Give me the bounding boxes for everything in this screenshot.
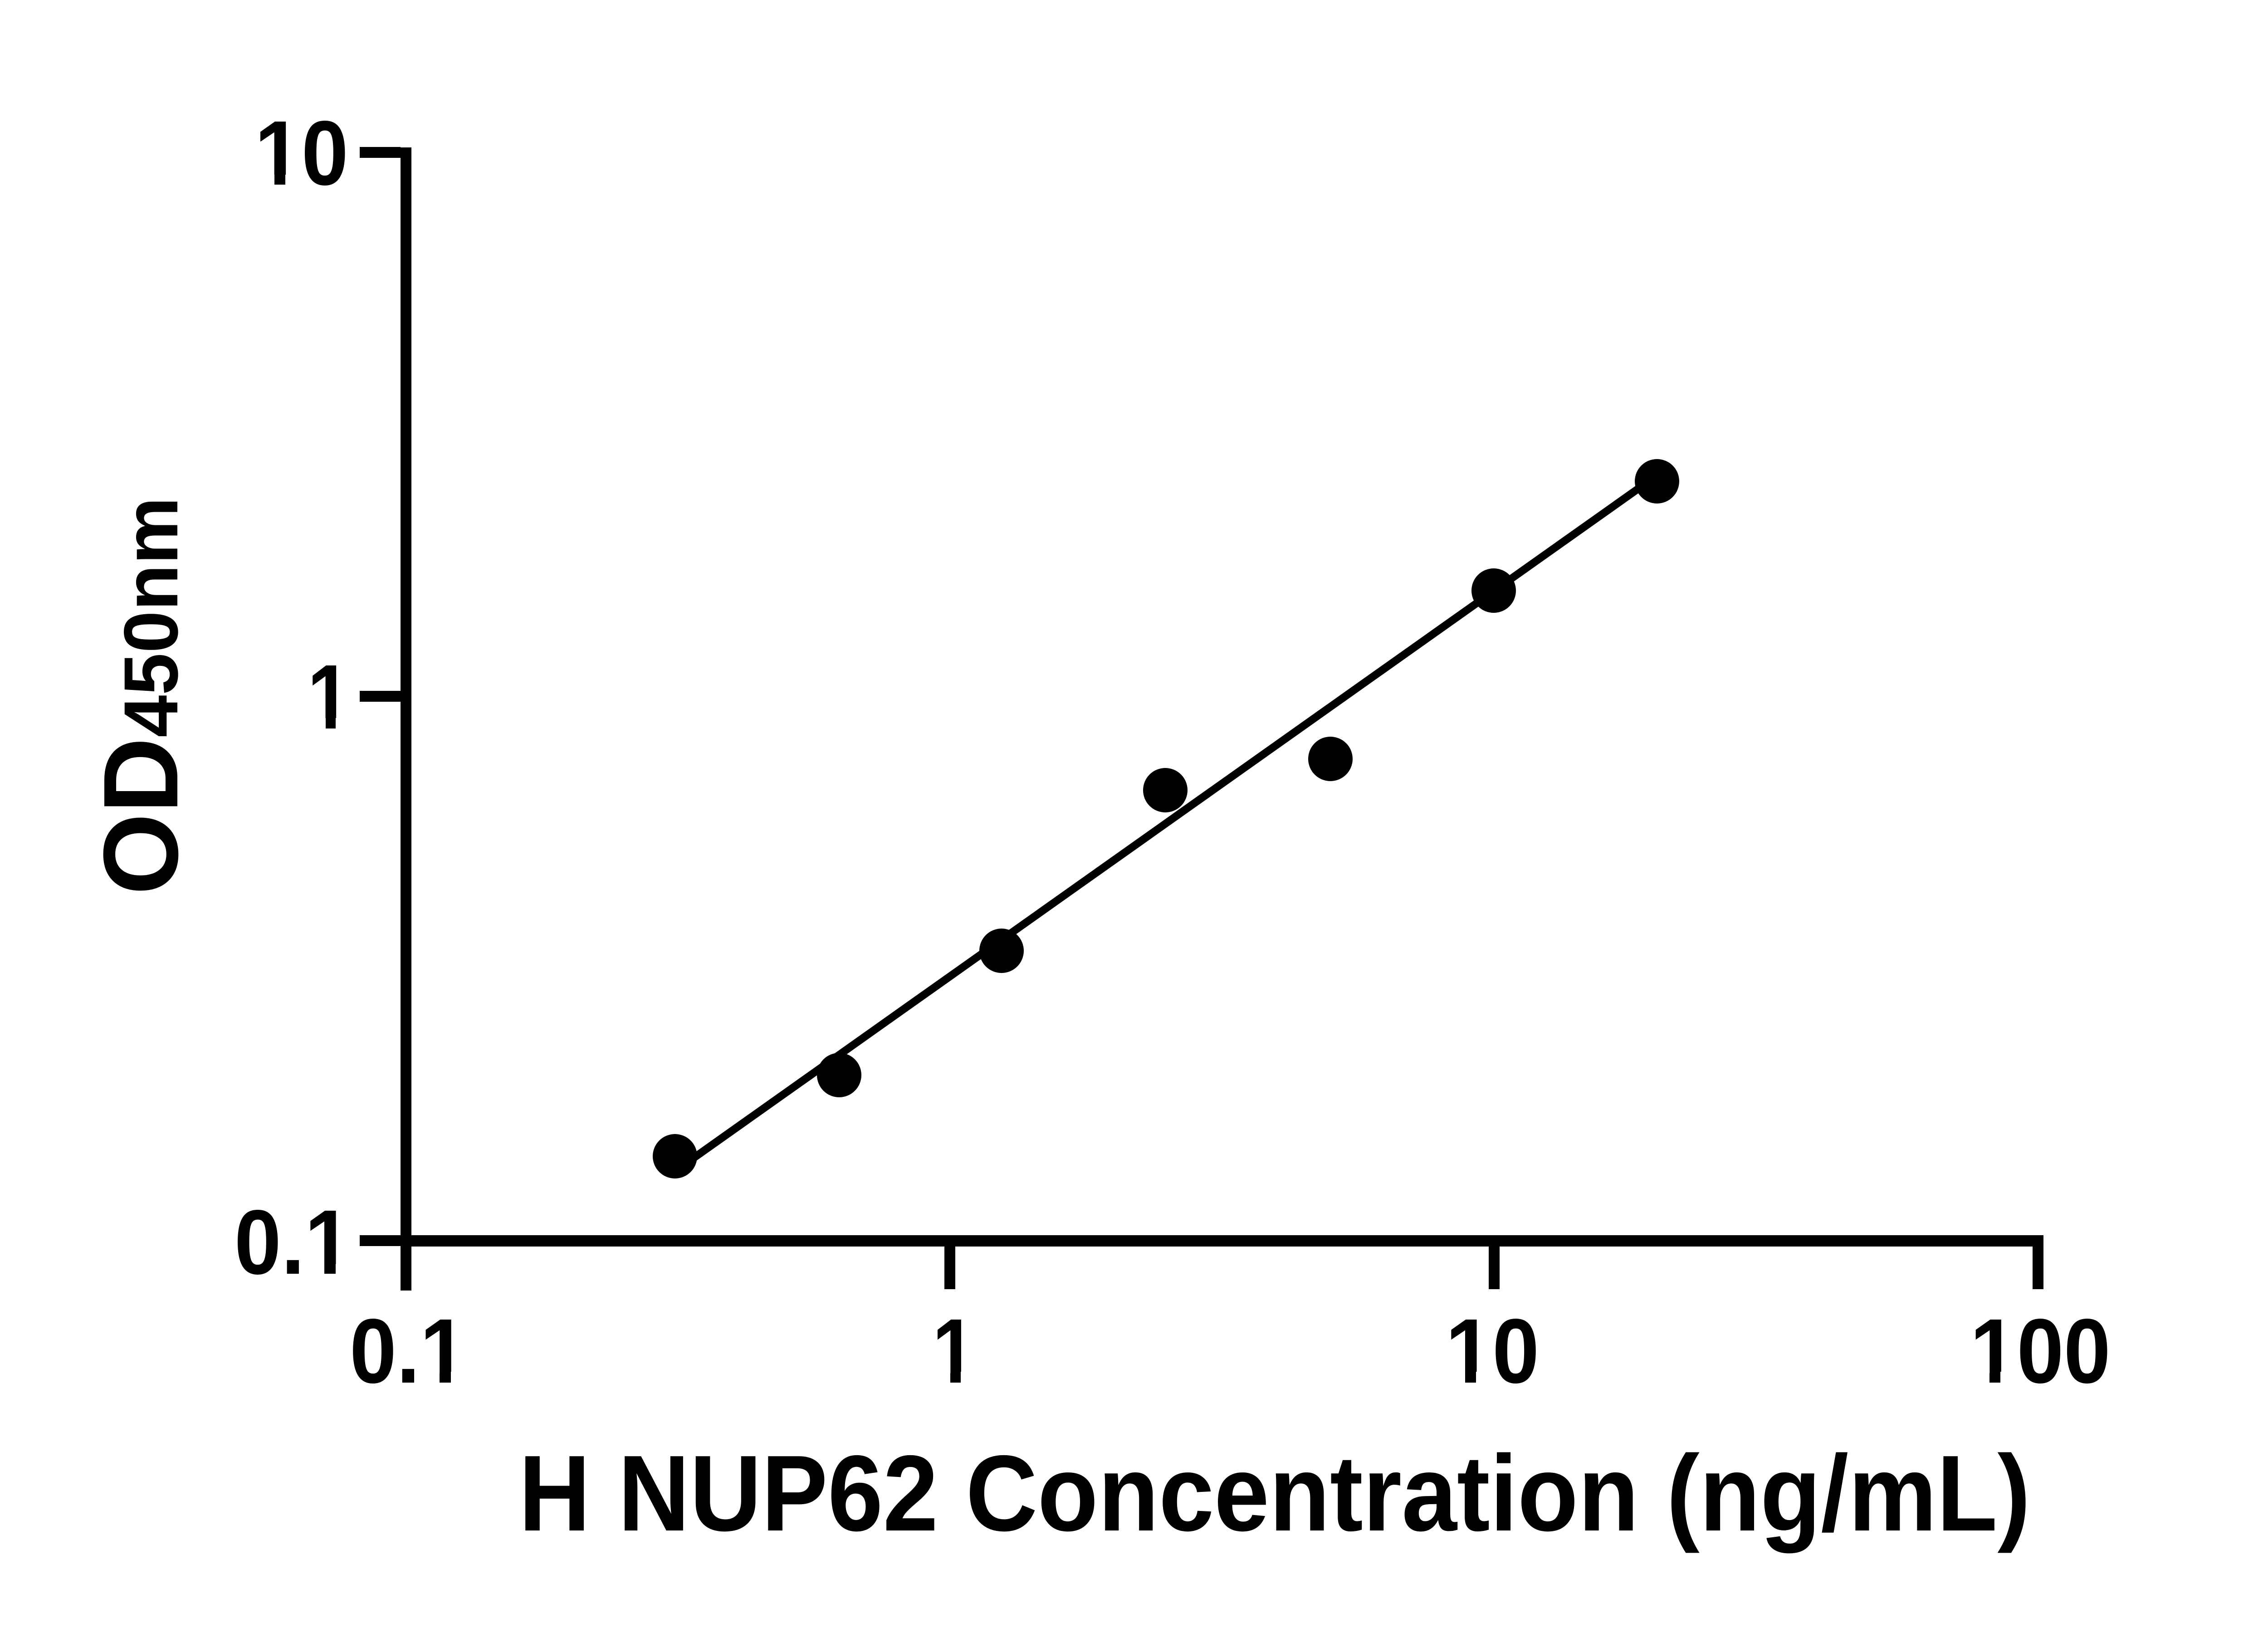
svg-text:100: 100: [1970, 1300, 2111, 1403]
svg-text:0.1: 0.1: [235, 1191, 352, 1294]
svg-text:1: 1: [932, 1300, 975, 1402]
svg-text:10: 10: [1446, 1300, 1540, 1403]
svg-text:H NUP62 Concentration (ng/mL): H NUP62 Concentration (ng/mL): [519, 1433, 2031, 1554]
svg-text:10: 10: [254, 102, 348, 205]
svg-text:1: 1: [308, 645, 351, 748]
svg-text:0.1: 0.1: [350, 1300, 467, 1403]
